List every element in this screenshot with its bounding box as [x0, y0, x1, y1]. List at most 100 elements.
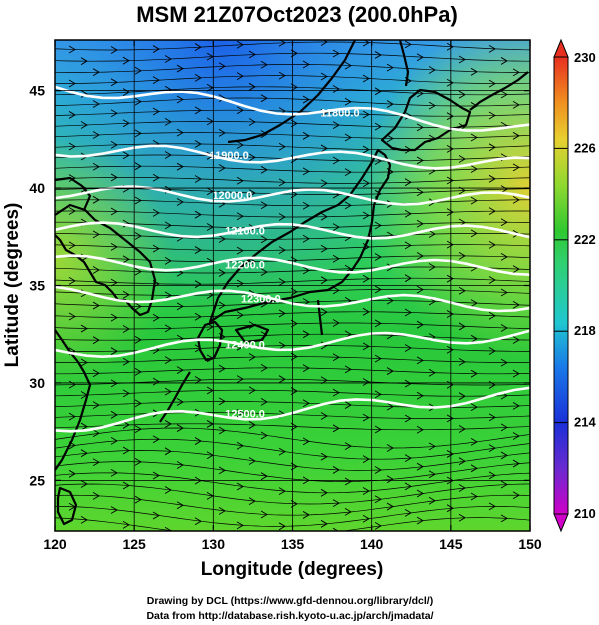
flow-arrow	[428, 368, 436, 377]
flow-arrow	[428, 496, 436, 505]
flow-arrow	[80, 422, 88, 431]
flow-arrow	[218, 94, 226, 103]
flow-arrow	[404, 379, 412, 388]
streamline	[55, 97, 530, 107]
flow-arrow	[470, 403, 478, 411]
flow-arrow	[194, 344, 202, 353]
flow-arrow	[362, 145, 370, 154]
x-axis-label: Longitude (degrees)	[201, 559, 384, 580]
coastline-ryukyu	[159, 371, 191, 423]
flow-arrow	[362, 179, 370, 188]
flow-arrow	[458, 252, 466, 260]
flow-arrow	[92, 230, 100, 239]
flow-arrow	[362, 342, 370, 351]
flow-arrow	[458, 513, 466, 522]
flow-arrow	[344, 168, 352, 177]
flow-arrow	[92, 369, 100, 378]
flow-arrow	[470, 464, 478, 473]
flow-arrow	[164, 356, 172, 365]
x-tick-label: 145	[439, 536, 463, 552]
flow-arrow	[404, 111, 412, 120]
streamline	[55, 461, 530, 482]
flow-arrow	[428, 442, 436, 451]
x-tick-label: 150	[518, 536, 542, 552]
flow-arrow	[362, 211, 370, 220]
flow-arrow	[320, 276, 328, 285]
flow-arrow	[320, 144, 328, 153]
flow-arrow	[260, 472, 268, 481]
x-tick-label: 125	[122, 536, 146, 552]
flow-arrow	[386, 263, 394, 272]
flow-arrow	[152, 313, 160, 322]
flow-arrow	[404, 344, 412, 352]
flow-arrow	[68, 469, 76, 478]
flow-arrow	[290, 49, 298, 58]
coastline-china-east	[55, 329, 92, 471]
flow-arrow	[512, 68, 520, 77]
flow-arrow	[500, 423, 508, 432]
contour-label: 12100.0	[225, 226, 265, 238]
flow-arrow	[218, 269, 226, 277]
flow-arrow	[134, 399, 142, 408]
streamline	[55, 132, 530, 139]
y-tick-label: 35	[29, 278, 45, 294]
flow-arrow	[446, 240, 454, 249]
flow-arrow	[344, 365, 352, 374]
flow-arrow	[446, 42, 454, 51]
flow-arrow	[512, 459, 520, 468]
flow-arrow	[488, 471, 496, 480]
flow-arrow	[332, 223, 340, 232]
flow-arrow	[416, 425, 424, 434]
flow-arrow	[68, 312, 76, 321]
flow-arrow	[164, 257, 172, 265]
flow-arrow	[362, 487, 370, 495]
flow-arrow	[110, 109, 118, 118]
flow-arrow	[176, 95, 184, 104]
flow-arrow	[152, 511, 160, 520]
streamline	[55, 277, 530, 285]
flow-arrow	[512, 300, 520, 309]
flow-arrow	[68, 111, 76, 119]
flow-arrow	[218, 164, 226, 172]
flow-arrow	[134, 196, 142, 205]
flow-arrow	[332, 499, 340, 508]
flow-arrow	[470, 299, 478, 307]
flow-arrow	[344, 401, 352, 409]
flow-arrow	[320, 72, 328, 81]
flow-arrow	[428, 470, 436, 479]
flow-arrow	[194, 106, 202, 115]
streamline	[55, 345, 530, 352]
coastline-honshu	[208, 148, 392, 324]
flow-arrow	[416, 462, 424, 471]
flow-arrow	[122, 357, 130, 366]
flow-arrow	[386, 475, 394, 484]
flow-arrow	[80, 324, 88, 333]
flow-arrow	[152, 45, 160, 53]
flow-arrow	[236, 409, 244, 417]
coastline-shikoku	[234, 323, 270, 344]
coastline-taiwan	[56, 486, 78, 526]
colorbar-tick-label: 226	[574, 140, 596, 155]
colorbar-ticks: 210 214 218 222 226 230	[554, 50, 596, 521]
flow-arrow	[404, 482, 412, 491]
flow-arrow	[260, 235, 268, 244]
flow-arrow	[260, 130, 268, 138]
flow-arrow	[290, 83, 298, 92]
flow-arrow	[362, 74, 370, 83]
streamline	[55, 389, 530, 397]
flow-arrow	[362, 455, 370, 464]
flow-arrow	[470, 334, 478, 343]
flow-arrow	[278, 246, 286, 254]
flow-arrow	[176, 162, 184, 171]
flow-arrow	[344, 442, 352, 451]
flow-arrow	[404, 178, 412, 187]
flow-arrow	[428, 263, 436, 271]
flow-arrow	[416, 356, 424, 365]
contour-label: 12000.0	[212, 190, 252, 202]
streamline	[55, 221, 530, 229]
flow-arrow	[122, 446, 130, 455]
flow-arrow	[500, 185, 508, 194]
flow-arrow	[344, 508, 352, 516]
flow-arrow	[446, 504, 454, 513]
flow-arrow	[122, 325, 130, 333]
